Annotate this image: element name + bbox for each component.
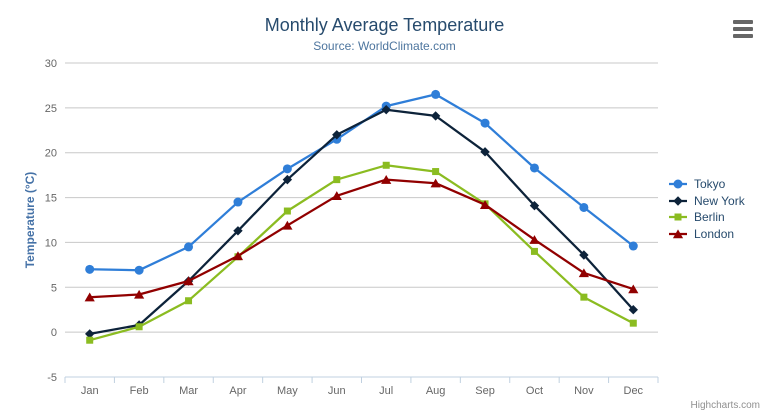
data-point-london-jan[interactable] xyxy=(84,292,95,302)
legend-item-label: London xyxy=(694,226,735,241)
y-axis-title: Temperature (°C) xyxy=(23,171,37,269)
legend-marker-square-icon xyxy=(669,213,687,221)
data-point-berlin-dec[interactable] xyxy=(629,319,637,327)
x-axis-label: Sep xyxy=(475,385,495,397)
data-point-tokyo-mar[interactable] xyxy=(184,242,194,252)
data-point-new-york-jul[interactable] xyxy=(381,104,391,115)
data-point-berlin-may[interactable] xyxy=(283,207,291,215)
data-point-tokyo-sep[interactable] xyxy=(480,118,490,128)
y-axis-label: 15 xyxy=(45,193,57,205)
data-point-new-york-aug[interactable] xyxy=(430,111,441,121)
data-point-new-york-nov[interactable] xyxy=(579,250,589,260)
x-axis-label: Dec xyxy=(624,385,644,397)
data-point-tokyo-dec[interactable] xyxy=(628,241,638,251)
credits-link[interactable]: Highcharts.com xyxy=(690,400,760,411)
legend-item-label: Tokyo xyxy=(694,177,726,191)
hamburger-icon xyxy=(733,20,753,38)
legend-item-tokyo[interactable]: Tokyo xyxy=(669,176,745,192)
data-point-tokyo-aug[interactable] xyxy=(431,89,441,99)
x-axis-label: Jul xyxy=(379,385,393,397)
data-point-tokyo-oct[interactable] xyxy=(529,163,539,173)
data-point-london-jul[interactable] xyxy=(381,175,392,184)
x-axis-label: Jun xyxy=(328,385,346,397)
x-axis-label: Apr xyxy=(229,385,246,397)
data-point-london-aug[interactable] xyxy=(430,178,441,188)
data-point-berlin-oct[interactable] xyxy=(530,247,538,255)
y-axis-label: 10 xyxy=(45,237,57,249)
y-axis-label: -5 xyxy=(47,372,57,384)
data-point-london-dec[interactable] xyxy=(628,284,639,294)
y-axis-label: 30 xyxy=(45,58,57,70)
data-point-tokyo-feb[interactable] xyxy=(134,265,144,275)
legend: Tokyo New York Berlin London xyxy=(669,176,745,242)
data-point-london-oct[interactable] xyxy=(529,235,540,244)
data-point-berlin-jan[interactable] xyxy=(86,336,94,344)
export-menu-button[interactable] xyxy=(731,18,755,40)
data-point-new-york-apr[interactable] xyxy=(233,226,243,236)
x-axis-label: Nov xyxy=(574,385,594,397)
x-axis-label: May xyxy=(277,385,298,397)
legend-item-london[interactable]: London xyxy=(669,226,745,242)
data-point-berlin-nov[interactable] xyxy=(580,293,588,301)
series-line-tokyo[interactable] xyxy=(88,93,635,272)
data-point-berlin-aug[interactable] xyxy=(432,168,440,176)
x-axis-label: Jan xyxy=(81,385,99,397)
data-point-new-york-may[interactable] xyxy=(282,174,293,185)
series-line-berlin[interactable] xyxy=(88,164,635,342)
data-point-london-feb[interactable] xyxy=(134,289,145,299)
legend-item-label: Berlin xyxy=(694,210,725,224)
y-axis-label: 0 xyxy=(51,327,57,339)
data-point-tokyo-may[interactable] xyxy=(282,164,292,174)
series-line-london[interactable] xyxy=(88,178,635,299)
chart-subtitle: Source: WorldClimate.com xyxy=(313,39,456,53)
x-axis-label: Mar xyxy=(179,385,198,397)
data-point-berlin-jul[interactable] xyxy=(382,161,390,169)
data-point-new-york-jun[interactable] xyxy=(332,130,342,140)
data-point-new-york-jan[interactable] xyxy=(85,329,95,339)
legend-item-new-york[interactable]: New York xyxy=(669,193,745,209)
data-point-london-jun[interactable] xyxy=(331,191,342,200)
legend-item-label: New York xyxy=(694,193,745,208)
data-point-tokyo-apr[interactable] xyxy=(233,197,243,207)
x-axis-label: Aug xyxy=(426,385,446,397)
y-axis-label: 5 xyxy=(51,282,57,294)
x-axis-label: Oct xyxy=(526,385,543,397)
chart-title: Monthly Average Temperature xyxy=(264,15,505,35)
legend-item-berlin[interactable]: Berlin xyxy=(669,209,745,225)
series-line-new-york[interactable] xyxy=(88,108,635,336)
legend-marker-circle-icon xyxy=(669,179,687,189)
legend-marker-diamond-icon xyxy=(669,195,687,206)
data-point-tokyo-nov[interactable] xyxy=(579,202,589,212)
data-point-new-york-dec[interactable] xyxy=(628,305,638,315)
y-axis-label: 25 xyxy=(45,103,57,115)
data-point-berlin-mar[interactable] xyxy=(185,297,193,305)
data-point-berlin-feb[interactable] xyxy=(135,323,143,331)
data-point-new-york-oct[interactable] xyxy=(529,200,540,211)
data-point-berlin-jun[interactable] xyxy=(333,176,341,184)
data-point-new-york-sep[interactable] xyxy=(480,147,490,157)
data-point-tokyo-jan[interactable] xyxy=(85,264,95,274)
x-axis-label: Feb xyxy=(130,385,149,397)
data-point-london-nov[interactable] xyxy=(578,268,589,278)
data-point-london-sep[interactable] xyxy=(479,200,491,209)
data-point-london-mar[interactable] xyxy=(183,276,194,286)
legend-marker-triangle-icon xyxy=(669,228,687,238)
y-axis-label: 20 xyxy=(45,148,57,160)
data-point-london-may[interactable] xyxy=(282,220,293,230)
data-point-london-apr[interactable] xyxy=(232,251,244,261)
